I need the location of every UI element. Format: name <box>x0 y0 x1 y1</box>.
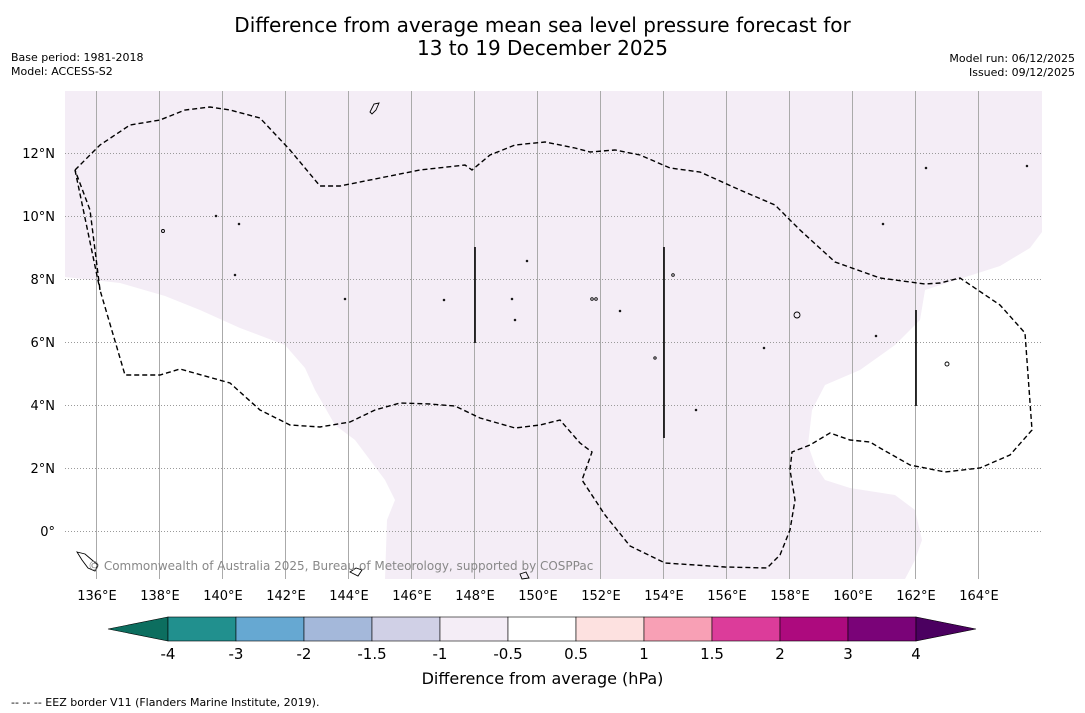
lon-tick-label: 136°E <box>77 589 117 604</box>
lon-tick-label: 150°E <box>518 589 558 604</box>
anomaly-fill-region <box>65 91 1042 579</box>
lat-tick-label: 4°N <box>31 399 56 414</box>
lon-tick-label: 162°E <box>896 589 936 604</box>
lon-axis: 136°E 138°E 140°E 142°E 144°E 146°E 148°… <box>77 589 999 604</box>
lon-tick-label: 142°E <box>266 589 306 604</box>
lon-tick-label: 144°E <box>329 589 369 604</box>
lon-tick-label: 138°E <box>140 589 180 604</box>
base-period: Base period: 1981-2018 <box>11 51 144 64</box>
colorbar-segment <box>167 616 237 642</box>
colorbar-segment <box>779 616 849 642</box>
colorbar-label: -2 <box>296 645 312 663</box>
eez-borders <box>74 106 1033 569</box>
lon-tick-label: 152°E <box>581 589 621 604</box>
lat-tick-label: 12°N <box>22 147 55 162</box>
meta-left: Base period: 1981-2018 Model: ACCESS-S2 <box>11 51 143 79</box>
colorbar-segment <box>235 616 305 642</box>
colorbar-segment <box>847 616 917 642</box>
colorbar-segment <box>507 616 577 642</box>
colorbar-segment <box>575 616 645 642</box>
boundary-lines <box>474 247 917 438</box>
colorbar-label: 2 <box>775 645 785 663</box>
colorbar-label: -3 <box>228 645 244 663</box>
eez-border-palau-fsm <box>74 106 1033 569</box>
model-run: Model run: 06/12/2025 <box>949 52 1075 65</box>
lat-tick-label: 6°N <box>31 336 56 351</box>
colorbar-extend-high <box>915 616 977 642</box>
chart-title-line2: 13 to 19 December 2025 <box>416 36 668 60</box>
lon-tick-label: 146°E <box>392 589 432 604</box>
eez-border-west <box>74 169 101 291</box>
colorbar-label: -1.5 <box>357 645 387 663</box>
colorbar-label: -0.5 <box>493 645 523 663</box>
lat-tick-label: 10°N <box>22 210 55 225</box>
lat-axis: 12°N 10°N 8°N 6°N 4°N 2°N 0° <box>22 147 55 540</box>
colorbar-label: 4 <box>911 645 921 663</box>
gridlines <box>65 91 1042 579</box>
colorbar-segment <box>643 616 713 642</box>
issued-date: Issued: 09/12/2025 <box>968 66 1075 79</box>
chart-title-line1: Difference from average mean sea level p… <box>234 13 851 37</box>
colorbar-segment <box>711 616 781 642</box>
lat-tick-label: 8°N <box>31 273 56 288</box>
colorbar <box>107 616 977 642</box>
colorbar-label: 1 <box>639 645 649 663</box>
lat-tick-label: 2°N <box>31 462 56 477</box>
lon-tick-label: 158°E <box>770 589 810 604</box>
chart-title: Difference from average mean sea level p… <box>0 14 1085 60</box>
colorbar-title: Difference from average (hPa) <box>421 669 664 688</box>
footer-note: -- -- -- EEZ border V11 (Flanders Marine… <box>11 696 320 709</box>
lon-tick-label: 160°E <box>833 589 873 604</box>
colorbar-label: 0.5 <box>564 645 588 663</box>
colorbar-label: -1 <box>432 645 448 663</box>
colorbar-segment <box>303 616 373 642</box>
lat-tick-label: 0° <box>40 525 55 540</box>
colorbar-label: -4 <box>160 645 176 663</box>
colorbar-segment <box>439 616 509 642</box>
colorbar-extend-low <box>107 616 169 642</box>
lon-tick-label: 140°E <box>203 589 243 604</box>
islands <box>76 102 1029 580</box>
lon-tick-label: 156°E <box>707 589 747 604</box>
lon-tick-label: 164°E <box>959 589 999 604</box>
copyright-text: © Commonwealth of Australia 2025, Bureau… <box>88 559 593 573</box>
lon-tick-label: 154°E <box>644 589 684 604</box>
meta-right: Model run: 06/12/2025 Issued: 09/12/2025 <box>949 52 1075 80</box>
colorbar-label: 3 <box>843 645 853 663</box>
colorbar-label: 1.5 <box>700 645 724 663</box>
model-name: Model: ACCESS-S2 <box>11 65 113 78</box>
colorbar-segment <box>371 616 441 642</box>
lon-tick-label: 148°E <box>455 589 495 604</box>
